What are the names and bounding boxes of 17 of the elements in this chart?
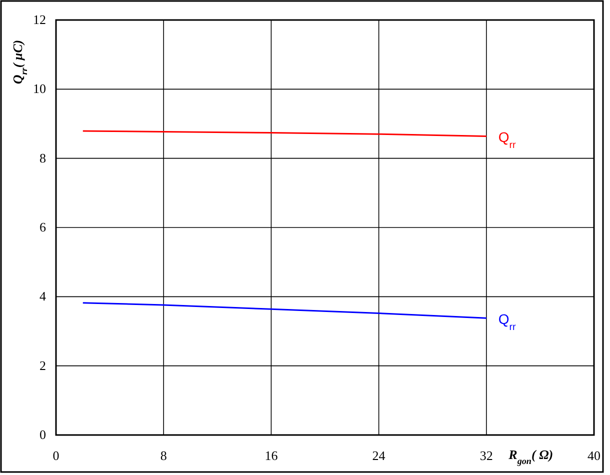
series-label: Q$_{rr}$ [498,129,517,151]
x-tick-label: 8 [160,448,167,463]
y-tick-label: 0 [40,427,46,442]
y-tick-label: 10 [33,81,46,96]
y-tick-label: 6 [40,220,46,234]
x-axis-title: R$_{gon}$( Ω) [508,447,554,466]
x-tick-label: 16 [264,448,278,463]
line-series [82,302,488,319]
series-label: Q$_{rr}$ [498,311,517,333]
y-tick-label: 2 [40,358,46,373]
y-tick-label: 12 [33,12,46,27]
y-tick-label: 8 [40,150,46,166]
x-tick-label: 40 [588,448,600,463]
y-tick-label: 4 [40,288,46,304]
x-tick-label: 0 [52,448,60,463]
x-tick-label: 24 [372,448,386,463]
x-tick-label: 32 [480,448,493,463]
